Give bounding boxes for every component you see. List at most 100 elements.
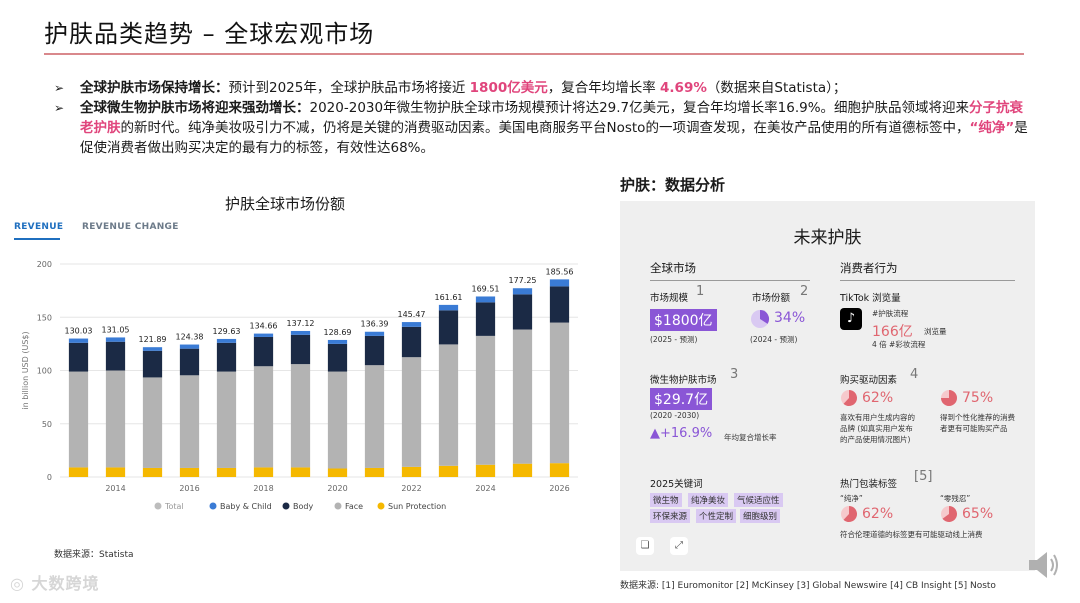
section-divider xyxy=(650,280,810,281)
tiktok-icon: ♪ xyxy=(840,308,862,330)
x-tick-label: 2026 xyxy=(549,484,569,493)
ref-4: 4 xyxy=(910,367,919,382)
y-axis-label: in billion USD (US$) xyxy=(21,331,30,409)
driver-1-pie-icon xyxy=(841,390,857,406)
bar-total-label: 124.38 xyxy=(176,333,204,342)
bar-segment-baby-child xyxy=(438,304,459,311)
bar-segment-body xyxy=(549,286,570,323)
ref-3: 3 xyxy=(730,367,739,382)
bar-segment-sun-protection xyxy=(327,468,348,477)
bar-segment-baby-child xyxy=(179,344,200,349)
bar-segment-baby-child xyxy=(327,339,348,344)
pack-1-label: “纯净” xyxy=(840,494,863,503)
bar-segment-body xyxy=(68,342,89,372)
analysis-heading: 护肤：数据分析 xyxy=(620,176,726,194)
bar-segment-baby-child xyxy=(364,331,385,336)
tab-revenue[interactable]: REVENUE xyxy=(14,222,64,232)
ref-5: [5] xyxy=(914,469,933,484)
legend-label: Total xyxy=(164,502,184,511)
driver-1-desc-line2: 品牌 (如真实用户发布 xyxy=(840,424,913,433)
bar-total-label: 134.66 xyxy=(250,322,278,331)
expand-icon[interactable]: ⤢ xyxy=(670,537,688,555)
keyword-tag: 微生物 xyxy=(650,493,682,507)
bar-segment-face xyxy=(327,371,348,469)
logo-text: 大数跨境 xyxy=(31,574,100,593)
driver-2-value: 75% xyxy=(962,390,994,406)
legend-label: Body xyxy=(293,502,313,511)
bar-segment-baby-child xyxy=(512,288,533,295)
tiktok-label: TikTok 浏览量 xyxy=(840,293,901,304)
bar-total-label: 128.69 xyxy=(324,328,352,337)
bar-segment-body xyxy=(290,334,311,365)
infographic-panel: 未来护肤 全球市场 消费者行为 市场规模 1 $1800亿 (2025 - 预测… xyxy=(620,201,1035,571)
bar-segment-sun-protection xyxy=(142,467,163,477)
ref-1: 1 xyxy=(696,284,705,299)
legend-label: Sun Protection xyxy=(388,502,446,511)
y-tick-label: 200 xyxy=(37,260,52,269)
bullet-1-text-a: 预计到2025年，全球护肤品市场将接近 xyxy=(228,80,470,96)
y-tick-label: 0 xyxy=(47,473,52,482)
micro-growth: ▲+16.9% xyxy=(650,426,712,441)
driver-2-pie-icon xyxy=(941,390,957,406)
bullet-2-text-c: 是促使消费者做出购买决定的最有力的标签，有效性达68%。 xyxy=(80,120,1028,156)
bar-segment-face xyxy=(253,366,274,468)
bar-segment-body xyxy=(142,350,163,378)
legend-label: Face xyxy=(345,502,363,511)
bar-segment-face xyxy=(475,335,496,465)
bullet-1-text-b: ，复合年均增长率 xyxy=(547,80,661,96)
tiktok-note: 4 倍 #彩妆流程 xyxy=(872,340,926,349)
pie-slice xyxy=(941,390,957,406)
triangle-up-icon: ▲ xyxy=(650,426,660,441)
bar-segment-sun-protection xyxy=(549,463,570,477)
tiktok-tag: #护肤流程 xyxy=(872,309,909,318)
bar-total-label: 177.25 xyxy=(509,276,537,285)
bar-segment-body xyxy=(475,302,496,336)
pie-slice xyxy=(760,310,769,324)
chart-tabs: REVENUE REVENUE CHANGE xyxy=(8,214,585,242)
chart-source: 数据来源：Statista xyxy=(54,550,134,560)
pack-2-pie-icon xyxy=(941,506,957,522)
bar-segment-body xyxy=(327,343,348,372)
bookmark-icon[interactable]: ❏ xyxy=(636,537,654,555)
market-share-value: 34% xyxy=(774,310,806,326)
bar-segment-sun-protection xyxy=(105,467,126,477)
section-divider xyxy=(840,280,1015,281)
x-tick-label: 2014 xyxy=(105,484,125,493)
bar-segment-baby-child xyxy=(253,333,274,337)
legend-label: Baby & Child xyxy=(220,502,272,511)
bar-segment-face xyxy=(142,377,163,468)
brand-logo: ◎ 大数跨境 xyxy=(10,570,100,594)
bar-segment-baby-child xyxy=(549,279,570,287)
x-tick-label: 2018 xyxy=(253,484,273,493)
pack-1-value: 62% xyxy=(862,506,894,522)
bar-segment-sun-protection xyxy=(438,465,459,477)
bar-segment-face xyxy=(290,364,311,468)
keyword-tag: 气候适应性 xyxy=(734,493,783,507)
bullet-1-text-c: （数据来自Statista）； xyxy=(706,80,847,96)
bar-segment-sun-protection xyxy=(68,467,89,477)
bar-segment-body xyxy=(216,342,237,372)
market-share-label: 市场份额 xyxy=(752,293,791,304)
legend-marker xyxy=(282,502,290,510)
bar-segment-body xyxy=(253,336,274,367)
y-tick-label: 100 xyxy=(37,367,52,376)
micro-growth-value: +16.9% xyxy=(660,426,713,441)
stacked-bar-chart: 0 50 100 150 200 in billion USD (US$) 130.03 13… xyxy=(21,260,578,511)
bar-segment-baby-child xyxy=(142,347,163,351)
bullet-2-highlight: 分子抗衰老护肤 xyxy=(80,100,1024,136)
bar-segment-sun-protection xyxy=(179,467,200,477)
bar-total-label: 129.63 xyxy=(213,327,241,336)
micro-market-label: 微生物护肤市场 xyxy=(650,375,717,386)
keyword-tag: 纯净美妆 xyxy=(688,493,729,507)
market-size-value: $1800亿 xyxy=(650,309,717,331)
market-share-pie-icon xyxy=(751,310,769,328)
tiktok-value: 166亿 xyxy=(872,324,913,340)
bar-segment-sun-protection xyxy=(290,467,311,477)
panel-source: 数据来源: [1] Euromonitor [2] McKinsey [3] G… xyxy=(620,581,996,591)
bar-segment-face xyxy=(105,370,126,468)
bar-segment-baby-child xyxy=(290,330,311,335)
bar-segment-body xyxy=(105,341,126,371)
speaker-icon[interactable] xyxy=(1025,548,1061,582)
chart-heading: 护肤全球市场份额 xyxy=(225,195,346,213)
tab-revenue-change[interactable]: REVENUE CHANGE xyxy=(82,222,179,232)
